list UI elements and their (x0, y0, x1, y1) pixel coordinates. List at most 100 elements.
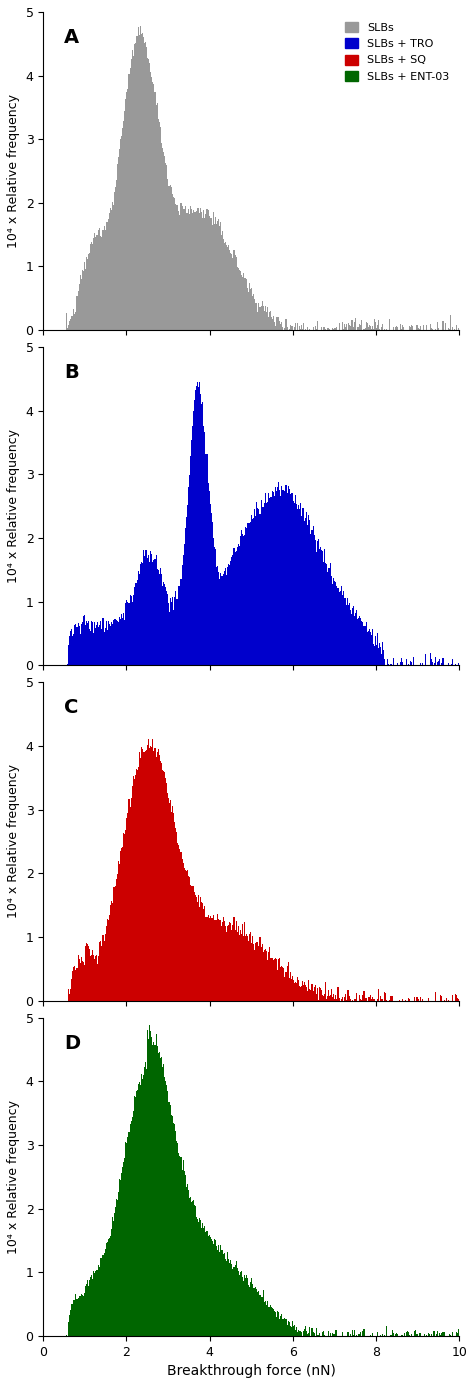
Bar (375, 323, 376, 330)
Bar (248, 522, 249, 665)
Bar (275, 327, 276, 330)
Bar (317, 988, 318, 1000)
Bar (363, 1331, 364, 1335)
Bar (345, 993, 346, 1000)
Bar (372, 629, 373, 665)
Bar (153, 82, 154, 330)
Bar (267, 501, 268, 665)
Bar (363, 996, 364, 1000)
Bar (273, 960, 274, 1000)
Bar (148, 1039, 149, 1335)
Bar (132, 1118, 133, 1335)
Bar (193, 211, 194, 330)
Bar (91, 241, 92, 330)
Bar (66, 313, 67, 330)
Bar (303, 508, 304, 665)
Bar (121, 848, 122, 1000)
Bar (122, 618, 123, 665)
Bar (292, 975, 293, 1000)
Bar (268, 317, 269, 330)
Bar (137, 770, 138, 1000)
Bar (284, 976, 285, 1000)
Bar (141, 1073, 142, 1335)
Bar (374, 999, 375, 1000)
Bar (222, 231, 223, 330)
Bar (180, 849, 181, 1000)
Bar (196, 896, 197, 1000)
Bar (109, 213, 110, 330)
Bar (279, 321, 280, 330)
Bar (125, 830, 127, 1000)
Bar (90, 630, 91, 665)
Bar (166, 784, 167, 1000)
Bar (96, 1270, 97, 1335)
Bar (350, 999, 351, 1000)
Bar (254, 510, 255, 665)
Bar (247, 288, 248, 330)
Bar (214, 920, 215, 1000)
Bar (411, 325, 412, 330)
Bar (242, 277, 243, 330)
Bar (162, 770, 163, 1000)
Bar (323, 1331, 324, 1335)
Bar (245, 278, 246, 330)
Bar (73, 1299, 74, 1335)
Bar (141, 747, 142, 1000)
Bar (153, 562, 154, 665)
Bar (225, 1259, 226, 1335)
Bar (213, 914, 214, 1000)
Bar (402, 325, 403, 330)
Bar (284, 1319, 285, 1335)
Bar (356, 609, 357, 665)
Bar (154, 1042, 155, 1335)
Bar (365, 323, 366, 330)
Bar (336, 1330, 337, 1335)
Bar (128, 73, 129, 330)
Bar (229, 922, 230, 1000)
Bar (172, 597, 173, 665)
Bar (402, 662, 403, 665)
Bar (160, 1058, 161, 1335)
Bar (231, 253, 232, 330)
Bar (98, 230, 100, 330)
Bar (377, 999, 378, 1000)
Bar (69, 1314, 70, 1335)
Bar (106, 620, 107, 665)
Bar (300, 1331, 301, 1335)
Bar (286, 1324, 288, 1335)
Bar (130, 798, 132, 1000)
Bar (169, 612, 170, 665)
Bar (240, 931, 241, 1000)
Bar (121, 1173, 122, 1335)
Bar (140, 564, 141, 665)
Bar (283, 1320, 284, 1335)
Bar (147, 1029, 148, 1335)
Bar (107, 1242, 108, 1335)
Bar (284, 490, 285, 665)
Bar (127, 91, 128, 330)
Text: B: B (64, 363, 79, 382)
Bar (102, 935, 103, 1000)
Bar (174, 1123, 175, 1335)
Bar (164, 583, 165, 665)
Bar (286, 493, 288, 665)
Bar (266, 312, 267, 330)
Bar (136, 769, 137, 1000)
Bar (253, 1288, 254, 1335)
Bar (93, 238, 94, 330)
Bar (93, 633, 94, 665)
Bar (75, 1294, 76, 1335)
Bar (100, 622, 101, 665)
Bar (231, 929, 232, 1000)
Bar (138, 28, 139, 330)
Bar (288, 1321, 289, 1335)
Bar (161, 763, 162, 1000)
Bar (81, 1294, 82, 1335)
Bar (347, 989, 348, 1000)
Bar (241, 530, 242, 665)
Bar (195, 391, 196, 665)
Bar (418, 328, 419, 330)
Bar (262, 507, 263, 665)
Bar (270, 310, 271, 330)
Bar (288, 961, 289, 1000)
